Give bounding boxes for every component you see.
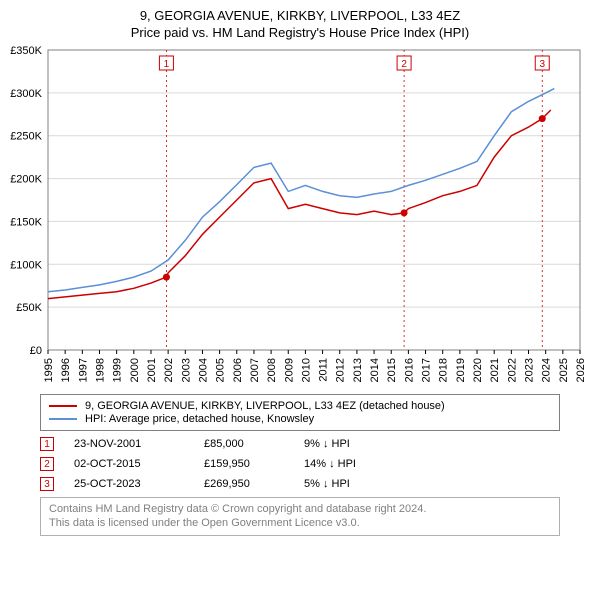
- svg-text:£100K: £100K: [10, 259, 42, 271]
- svg-text:£300K: £300K: [10, 88, 42, 100]
- event-row: 1 23-NOV-2001 £85,000 9% ↓ HPI: [40, 437, 560, 451]
- svg-text:2024: 2024: [541, 358, 553, 382]
- svg-text:2000: 2000: [129, 358, 141, 382]
- legend-swatch: [49, 418, 77, 420]
- event-price: £269,950: [204, 478, 284, 490]
- line-chart: £0 £50K £100K £150K £200K £250K £300K £350K 1 2 3 1…: [0, 44, 600, 388]
- svg-text:2002: 2002: [163, 358, 175, 382]
- legend-swatch: [49, 405, 77, 407]
- legend: 9, GEORGIA AVENUE, KIRKBY, LIVERPOOL, L3…: [40, 394, 560, 431]
- legend-item: 9, GEORGIA AVENUE, KIRKBY, LIVERPOOL, L3…: [49, 400, 551, 412]
- svg-text:2023: 2023: [524, 358, 536, 382]
- title-line1: 9, GEORGIA AVENUE, KIRKBY, LIVERPOOL, L3…: [0, 8, 600, 23]
- svg-text:2003: 2003: [180, 358, 192, 382]
- event-price: £85,000: [204, 438, 284, 450]
- svg-text:£150K: £150K: [10, 216, 42, 228]
- event-row: 2 02-OCT-2015 £159,950 14% ↓ HPI: [40, 457, 560, 471]
- svg-text:2010: 2010: [300, 358, 312, 382]
- svg-text:2009: 2009: [283, 358, 295, 382]
- svg-text:1999: 1999: [112, 358, 124, 382]
- svg-text:2025: 2025: [558, 358, 570, 382]
- svg-text:1997: 1997: [77, 358, 89, 382]
- svg-text:£0: £0: [30, 345, 42, 357]
- footer-line1: Contains HM Land Registry data © Crown c…: [49, 502, 551, 516]
- event-price: £159,950: [204, 458, 284, 470]
- footer-attribution: Contains HM Land Registry data © Crown c…: [40, 497, 560, 536]
- svg-text:2021: 2021: [489, 358, 501, 382]
- svg-text:2: 2: [401, 59, 407, 70]
- event-row: 3 25-OCT-2023 £269,950 5% ↓ HPI: [40, 477, 560, 491]
- svg-text:1996: 1996: [60, 358, 72, 382]
- legend-item: HPI: Average price, detached house, Know…: [49, 413, 551, 425]
- footer-line2: This data is licensed under the Open Gov…: [49, 516, 551, 530]
- svg-text:2015: 2015: [386, 358, 398, 382]
- legend-label: HPI: Average price, detached house, Know…: [85, 413, 314, 425]
- svg-text:£200K: £200K: [10, 174, 42, 186]
- events-table: 1 23-NOV-2001 £85,000 9% ↓ HPI 2 02-OCT-…: [40, 437, 560, 491]
- svg-text:2012: 2012: [335, 358, 347, 382]
- svg-text:2022: 2022: [506, 358, 518, 382]
- chart-title-block: 9, GEORGIA AVENUE, KIRKBY, LIVERPOOL, L3…: [0, 0, 600, 44]
- event-marker-icon: 2: [40, 457, 54, 471]
- svg-text:2017: 2017: [421, 358, 433, 382]
- svg-text:2006: 2006: [232, 358, 244, 382]
- event-marker-icon: 3: [40, 477, 54, 491]
- event-diff: 14% ↓ HPI: [304, 458, 424, 470]
- svg-text:2014: 2014: [369, 358, 381, 382]
- event-date: 23-NOV-2001: [74, 438, 184, 450]
- svg-text:2016: 2016: [403, 358, 415, 382]
- svg-text:2020: 2020: [472, 358, 484, 382]
- svg-text:2001: 2001: [146, 358, 158, 382]
- chart-container: £0 £50K £100K £150K £200K £250K £300K £350K 1 2 3 1…: [0, 44, 600, 388]
- event-diff: 9% ↓ HPI: [304, 438, 424, 450]
- event-date: 25-OCT-2023: [74, 478, 184, 490]
- svg-text:1: 1: [164, 59, 170, 70]
- event-date: 02-OCT-2015: [74, 458, 184, 470]
- svg-text:2004: 2004: [197, 358, 209, 382]
- event-marker-icon: 1: [40, 437, 54, 451]
- svg-text:1995: 1995: [43, 358, 55, 382]
- svg-text:2019: 2019: [455, 358, 467, 382]
- svg-text:2005: 2005: [215, 358, 227, 382]
- svg-text:£350K: £350K: [10, 45, 42, 57]
- svg-text:1998: 1998: [94, 358, 106, 382]
- legend-label: 9, GEORGIA AVENUE, KIRKBY, LIVERPOOL, L3…: [85, 400, 445, 412]
- svg-text:2018: 2018: [438, 358, 450, 382]
- svg-text:3: 3: [539, 59, 545, 70]
- svg-text:2007: 2007: [249, 358, 261, 382]
- svg-text:2013: 2013: [352, 358, 364, 382]
- svg-text:2008: 2008: [266, 358, 278, 382]
- title-line2: Price paid vs. HM Land Registry's House …: [0, 25, 600, 40]
- svg-text:2011: 2011: [318, 358, 330, 382]
- svg-text:2026: 2026: [575, 358, 587, 382]
- event-diff: 5% ↓ HPI: [304, 478, 424, 490]
- svg-text:£250K: £250K: [10, 131, 42, 143]
- svg-text:£50K: £50K: [16, 302, 42, 314]
